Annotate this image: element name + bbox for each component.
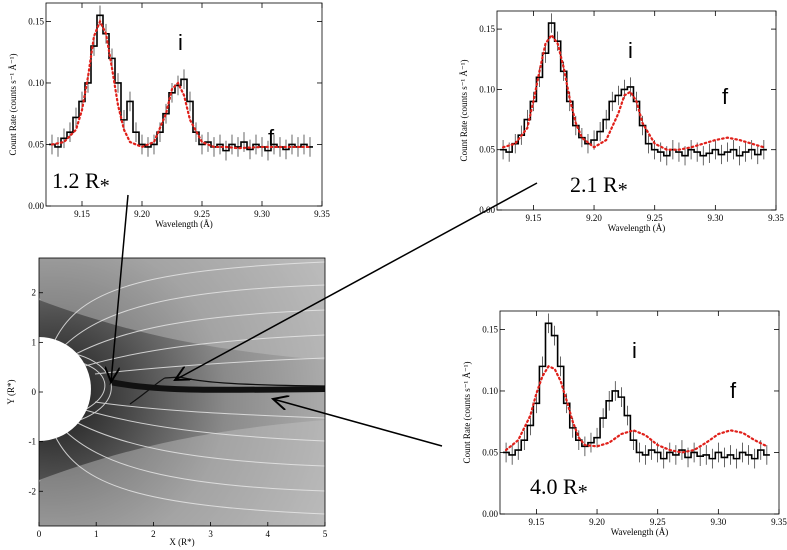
y-tick-label: 0.10 [482, 386, 498, 396]
x-axis-label: Wavelength (Å) [608, 223, 666, 233]
spectrum-panel-1-2: i f 1.2 R* 9.15 9.20 9.25 9.30 9.35 0.00 0.05 0… [8, 2, 330, 229]
pointer-arrows [111, 182, 538, 447]
plot-frame [496, 10, 777, 211]
arrow-4-0 [273, 399, 443, 447]
image-x-tick-label: 4 [266, 529, 271, 539]
y-tick-label: 0.05 [28, 139, 44, 149]
arrow-2-1 [175, 182, 538, 380]
simulation-image-panel: 0 1 2 3 4 5 2 1 0 -1 -2 X (R*) Y (R*) [6, 257, 328, 547]
image-axes: 0 1 2 3 4 5 2 1 0 -1 -2 [29, 288, 328, 539]
spectrum-panel-2-1: i f 2.1 R* 9.159.209.259.309.350.000.050… [459, 10, 784, 233]
image-x-tick-label: 5 [323, 529, 328, 539]
image-x-tick-label: 2 [151, 529, 156, 539]
panel-annotation-i: i [632, 338, 637, 363]
plot-frame [45, 2, 323, 207]
y-axis-label: Count Rate (counts s⁻¹ Å⁻¹) [8, 54, 18, 156]
radius-label: 4.0 R* [530, 474, 588, 503]
shade-band [39, 420, 325, 526]
spectrum-panel-4-0: i f 4.0 R* 9.15 9.20 9.25 9.30 9.35 0.00 0.05 0… [462, 310, 787, 537]
x-tick-label: 9.30 [710, 517, 726, 527]
y-tick-label: 0.10 [479, 84, 495, 94]
arrow-1-2 [111, 194, 129, 382]
image-y-axis-label: Y (R*) [6, 380, 16, 405]
x-axis-label: Wavelength (Å) [155, 219, 213, 229]
image-y-tick-label: 2 [32, 288, 37, 298]
shade-band [39, 258, 325, 360]
panel-annotation-f: f [722, 84, 729, 109]
x-tick-label: 9.25 [194, 209, 210, 219]
y-tick-label: 0.05 [479, 145, 495, 155]
y-axis-label: Count Rate (counts s⁻¹ Å⁻¹) [462, 362, 472, 464]
x-tick-label: 9.20 [586, 213, 602, 223]
x-tick-label: 9.35 [314, 209, 330, 219]
stellar-disk [39, 337, 91, 441]
x-tick-label: 9.25 [647, 213, 663, 223]
x-tick-label: 9.25 [650, 517, 666, 527]
model-curve [504, 364, 768, 454]
x-tick-label: 9.15 [526, 213, 542, 223]
x-tick-label: 9.35 [768, 213, 784, 223]
model-curve [50, 18, 312, 150]
x-tick-label: 9.35 [771, 517, 787, 527]
y-tick-label: 0.15 [28, 16, 44, 26]
image-x-tick-label: 1 [94, 529, 99, 539]
y-tick-label: 0.00 [482, 509, 498, 519]
y-tick-label: 0.15 [479, 24, 495, 34]
observed-histogram [503, 322, 770, 460]
radius-label: 2.1 R* [570, 172, 628, 201]
image-y-tick-label: 0 [32, 387, 37, 397]
image-x-axis-label: X (R*) [169, 537, 194, 547]
x-tick-label: 9.15 [529, 517, 545, 527]
x-tick-label: 9.20 [134, 209, 150, 219]
observed-histogram [49, 14, 313, 152]
x-tick-label: 9.15 [74, 209, 90, 219]
current-sheet [109, 379, 325, 393]
x-axis-label: Wavelength (Å) [611, 527, 669, 537]
radius-label: 1.2 R* [52, 168, 110, 197]
image-y-tick-label: -1 [29, 437, 37, 447]
panel-annotation-f: f [268, 125, 275, 150]
panel-annotation-i: i [178, 30, 183, 55]
image-y-tick-label: -2 [29, 486, 37, 496]
panel-annotation-i: i [628, 38, 633, 63]
y-tick-label: 0.00 [28, 201, 44, 211]
x-tick-label: 9.30 [707, 213, 723, 223]
model-curve [501, 33, 765, 151]
observed-histogram [500, 22, 767, 157]
plot-frame [499, 310, 780, 515]
x-tick-label: 9.30 [254, 209, 270, 219]
x-tick-label: 9.20 [589, 517, 605, 527]
panel-annotation-f: f [730, 378, 737, 403]
image-x-tick-label: 0 [37, 529, 42, 539]
y-tick-label: 0.05 [482, 447, 498, 457]
image-y-tick-label: 1 [32, 337, 37, 347]
y-tick-label: 0.15 [482, 324, 498, 334]
image-x-tick-label: 3 [208, 529, 213, 539]
y-tick-label: 0.10 [28, 78, 44, 88]
y-axis-label: Count Rate (counts s⁻¹ Å⁻¹) [459, 60, 469, 162]
